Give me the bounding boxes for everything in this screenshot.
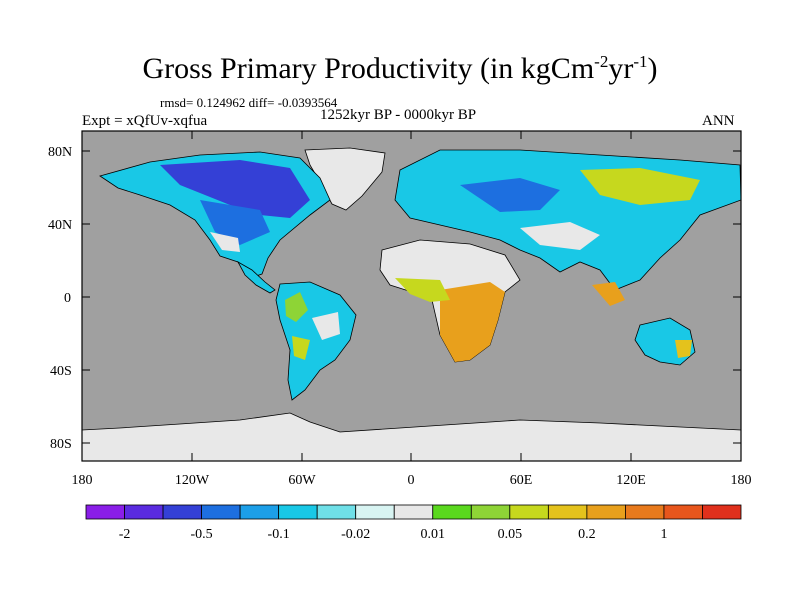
colorbar-swatch (278, 504, 318, 520)
lon-tick-label: 0 (408, 473, 415, 488)
season-label: ANN (702, 113, 735, 129)
south-america-dry-zone (312, 312, 340, 340)
colorbar-label: -0.5 (191, 527, 213, 542)
eurasia-siberia-zone (580, 168, 700, 205)
colorbar-label: 1 (660, 527, 667, 542)
eurasia-decline-zone (460, 178, 560, 212)
colorbar (85, 504, 742, 520)
colorbar-label: -2 (119, 527, 131, 542)
southeast-asia (592, 282, 625, 306)
chart-title: Gross Primary Productivity (in kgCm-2yr-… (142, 52, 658, 85)
lon-tick-label: 60W (288, 473, 316, 488)
lon-tick-label: 120W (175, 473, 210, 488)
lat-tick-label: 40N (48, 218, 72, 233)
colorbar-swatch (509, 504, 549, 520)
lon-tick-label: 60E (510, 473, 533, 488)
period-label: 1252kyr BP - 0000kyr BP (320, 107, 477, 123)
africa-growth-zone (440, 282, 505, 362)
north-america-moderate-zone (200, 200, 270, 245)
colorbar-label: 0.05 (498, 527, 523, 542)
colorbar-swatch (316, 504, 357, 520)
colorbar-label: -0.1 (268, 527, 290, 542)
lon-tick-label: 120E (616, 473, 646, 488)
colorbar-swatch (85, 504, 125, 520)
south-america-growth-zone (285, 292, 308, 322)
colorbar-swatch (547, 504, 588, 520)
antarctica (82, 412, 741, 461)
lat-tick-label: 0 (64, 291, 71, 306)
map-area (82, 131, 741, 461)
longitude-ticks: 180 120W 60W 0 60E 120E 180 (72, 131, 752, 488)
colorbar-swatch (470, 504, 511, 520)
lon-tick-label: 180 (731, 473, 752, 488)
experiment-label: Expt = xQfUv-xqfua (82, 113, 208, 129)
africa-moderate-zone (395, 278, 450, 302)
central-america (236, 260, 276, 294)
lat-tick-label: 80N (48, 145, 72, 160)
colorbar-swatch (625, 504, 665, 520)
colorbar-swatch (355, 504, 395, 520)
colorbar-swatch (702, 504, 742, 520)
south-america-south-zone (292, 336, 310, 360)
colorbar-swatch (201, 504, 241, 520)
colorbar-swatch (393, 504, 434, 520)
latitude-ticks: 80N 40N 0 40S 80S (48, 145, 741, 452)
colorbar-label: 0.01 (421, 527, 446, 542)
colorbar-swatch (162, 504, 202, 520)
colorbar-swatch (432, 504, 472, 520)
colorbar-label: 0.2 (578, 527, 596, 542)
colorbar-swatch (124, 504, 164, 520)
australia-growth-zone (675, 340, 692, 358)
lat-tick-label: 40S (50, 364, 72, 379)
north-america-arid-zone (210, 232, 240, 252)
colorbar-swatch (586, 504, 626, 520)
colorbar-labels: -2 -0.5 -0.1 -0.02 0.01 0.05 0.2 1 (119, 527, 668, 542)
north-america-decline-zone (160, 160, 310, 218)
lon-tick-label: 180 (72, 473, 93, 488)
colorbar-swatch (663, 504, 703, 520)
colorbar-swatch (239, 504, 280, 520)
colorbar-label: -0.02 (341, 527, 370, 542)
lat-tick-label: 80S (50, 437, 72, 452)
stats-text: rmsd= 0.124962 diff= -0.0393564 (160, 95, 338, 110)
eurasia-arid-zone (520, 222, 600, 250)
